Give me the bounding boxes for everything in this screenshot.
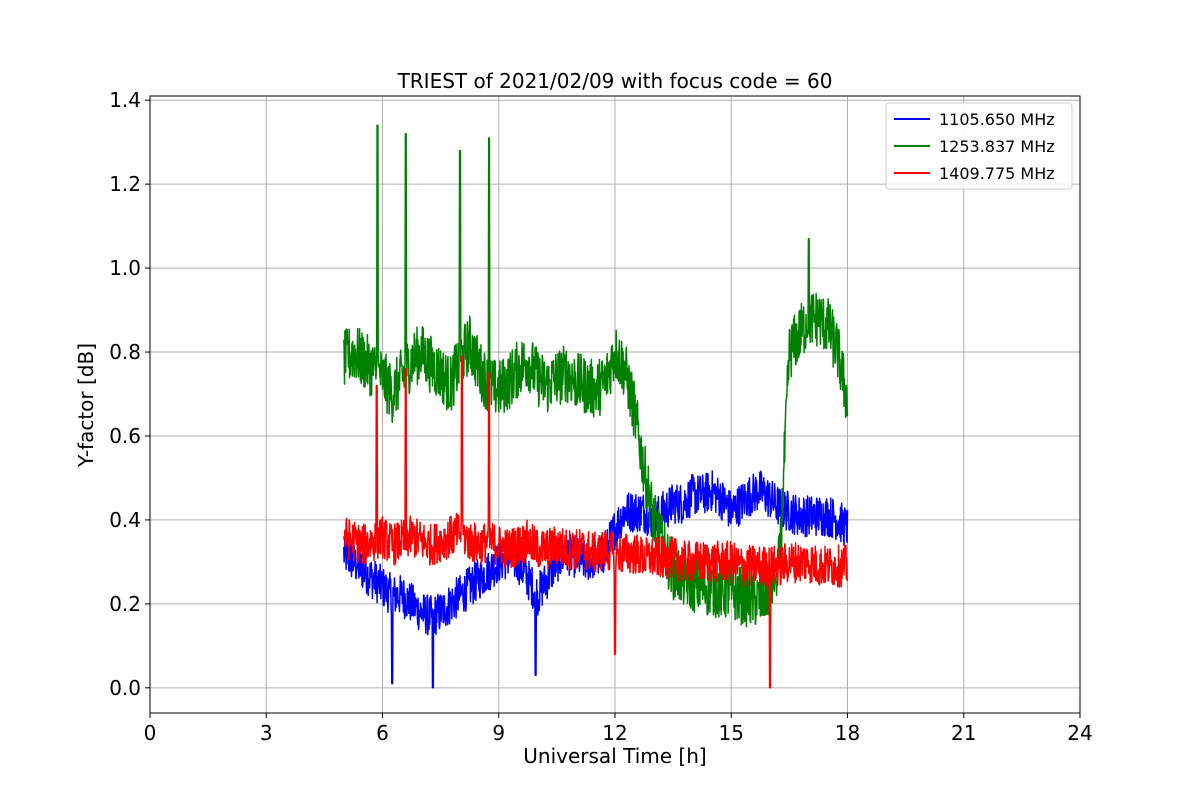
legend-entry: 1105.650 MHz — [939, 110, 1055, 129]
x-axis-label: Universal Time [h] — [523, 744, 706, 768]
y-tick-label: 1.4 — [109, 88, 141, 112]
y-tick-label: 1.0 — [109, 256, 141, 280]
x-tick-label: 18 — [835, 721, 860, 745]
y-tick-label: 0.4 — [109, 508, 141, 532]
series-lines — [343, 124, 849, 689]
x-tick-label: 9 — [492, 721, 505, 745]
chart-title: TRIEST of 2021/02/09 with focus code = 6… — [397, 69, 833, 93]
y-axis-label: Y-factor [dB] — [74, 343, 98, 468]
y-tick-label: 1.2 — [109, 172, 141, 196]
legend-entry: 1253.837 MHz — [939, 137, 1055, 156]
y-axis-ticks: 0.0 0.2 0.4 0.6 0.8 1.0 1.2 1.4 — [109, 88, 150, 700]
series-line-2 — [343, 124, 849, 628]
legend-box — [885, 102, 1073, 190]
x-tick-label: 15 — [719, 721, 744, 745]
y-tick-label: 0.6 — [109, 424, 141, 448]
x-tick-label: 24 — [1067, 721, 1092, 745]
y-tick-label: 0.0 — [109, 676, 141, 700]
x-tick-label: 0 — [144, 721, 157, 745]
x-tick-label: 21 — [951, 721, 976, 745]
x-tick-label: 6 — [376, 721, 389, 745]
x-axis-ticks: 0 3 6 9 12 15 18 21 24 — [144, 713, 1093, 745]
x-tick-label: 3 — [260, 721, 273, 745]
y-tick-label: 0.8 — [109, 340, 141, 364]
legend: 1105.650 MHz 1253.837 MHz 1409.775 MHz — [885, 102, 1073, 190]
series-line-3 — [343, 355, 849, 689]
legend-entry: 1409.775 MHz — [939, 164, 1055, 183]
x-tick-label: 12 — [602, 721, 627, 745]
y-tick-label: 0.2 — [109, 592, 141, 616]
